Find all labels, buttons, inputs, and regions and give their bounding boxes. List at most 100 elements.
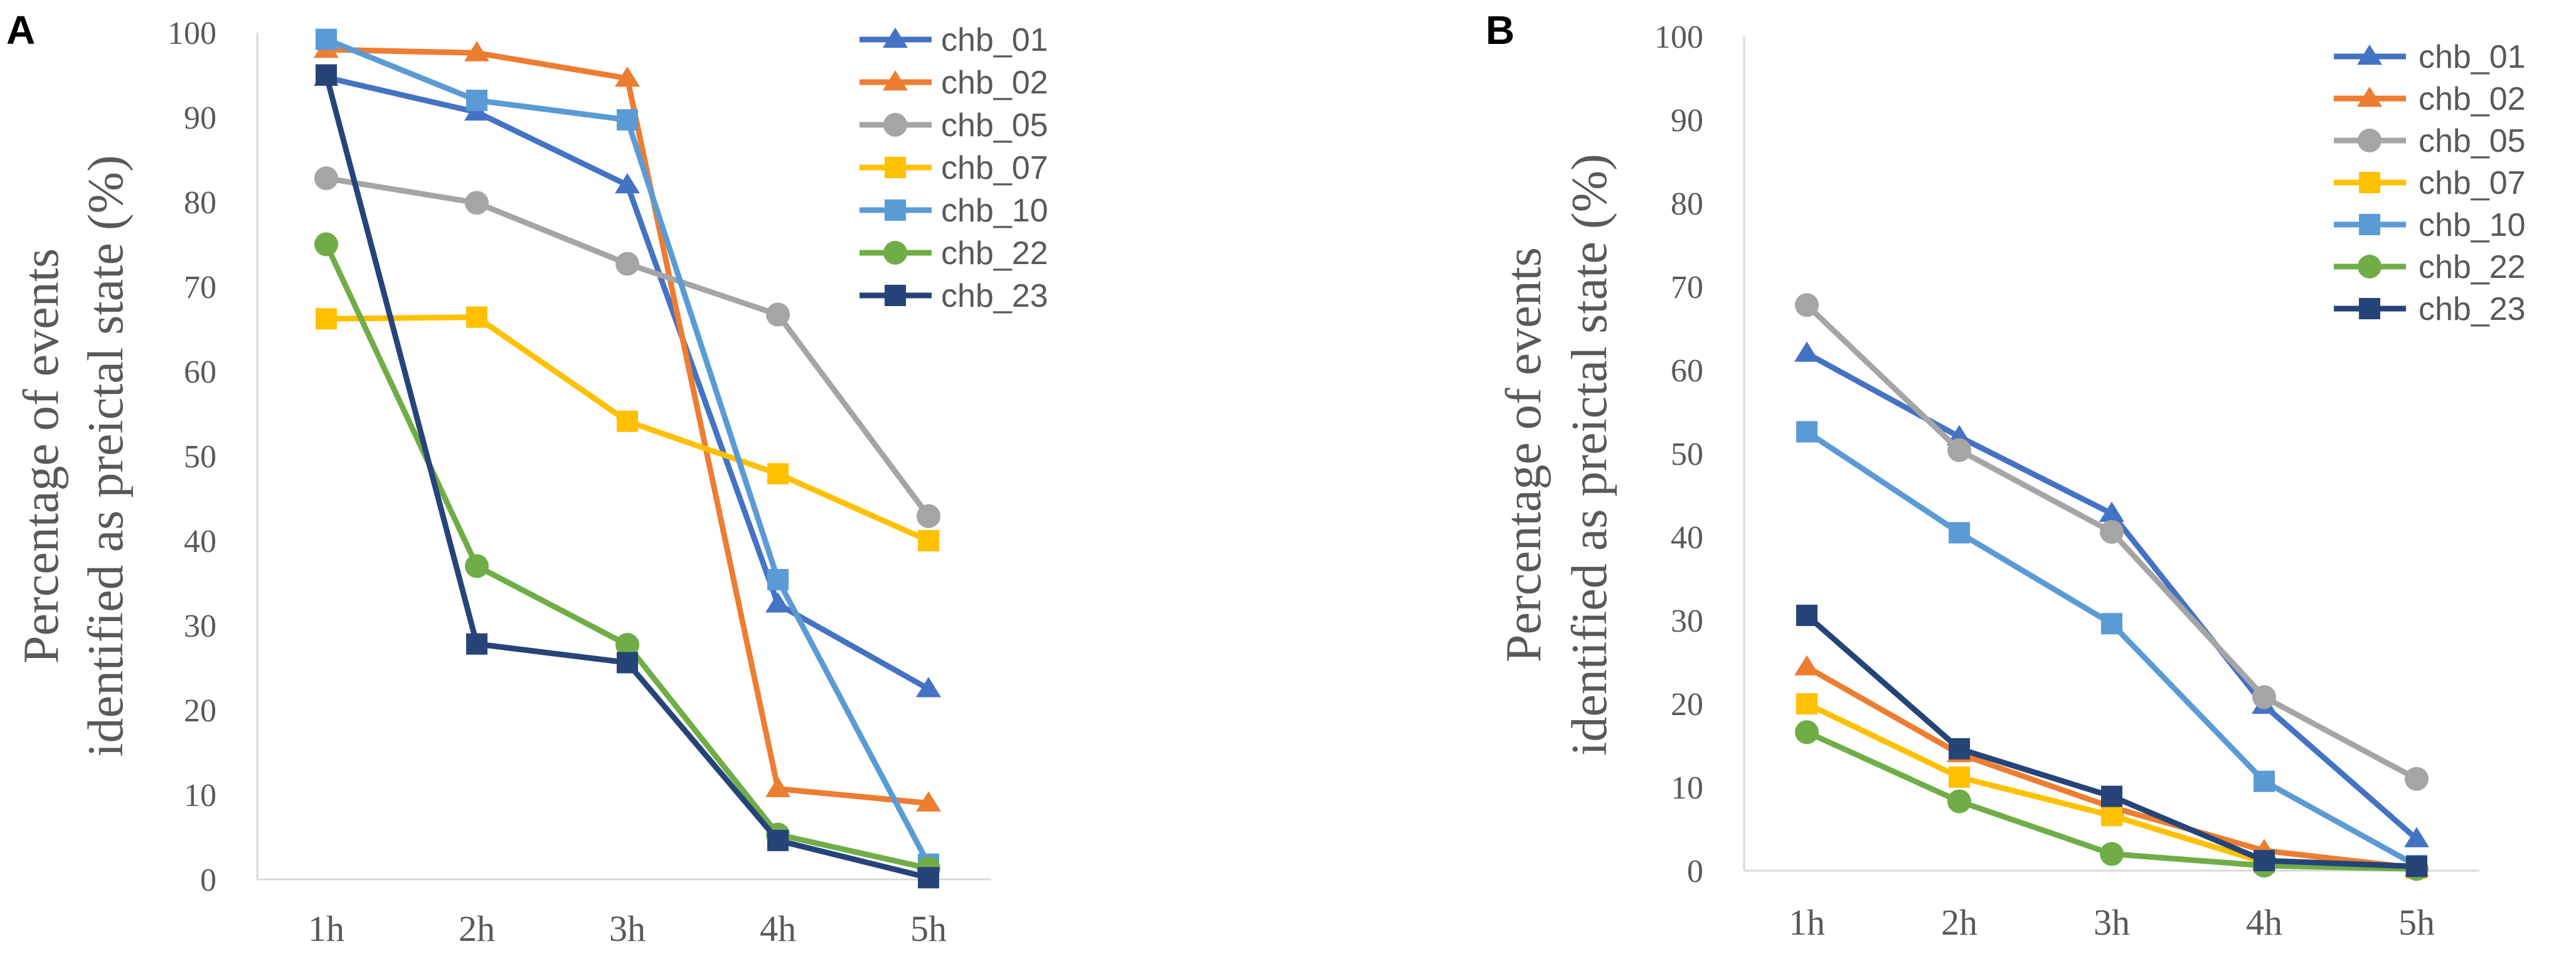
panel-b-point-chb_05 bbox=[1947, 438, 1971, 462]
panel-a-point-chb_02 bbox=[916, 791, 941, 812]
panel-a-y-tick-label: 0 bbox=[200, 862, 216, 898]
panel-b-point-chb_23 bbox=[1796, 605, 1818, 627]
panel-b-legend-marker-chb_02 bbox=[2357, 87, 2382, 107]
panel-a-legend-label-chb_02: chb_02 bbox=[941, 65, 1048, 101]
panel-a-x-tick-label: 3h bbox=[609, 908, 646, 949]
panel-a-y-tick-label: 60 bbox=[184, 354, 216, 390]
panel-a-point-chb_23 bbox=[466, 633, 487, 655]
panel-b-legend-marker-chb_01 bbox=[2357, 45, 2382, 65]
panel-b-legend-label-chb_02: chb_02 bbox=[2419, 81, 2526, 117]
panel-b-point-chb_01 bbox=[1794, 341, 1819, 362]
panel-a-series-line-chb_10 bbox=[323, 36, 932, 867]
panel-a-point-chb_22 bbox=[615, 633, 639, 657]
panel-a-legend-marker-chb_10 bbox=[885, 199, 906, 221]
panel-a-chart: A 0 10 20 30 40 50 60 70 80 90 100 1h 2h 3h 4h 5h Percen… bbox=[6, 8, 1048, 949]
panel-a-legend-label-chb_07: chb_07 bbox=[941, 150, 1048, 186]
panel-a-point-chb_07 bbox=[466, 306, 487, 328]
panel-b-y-tick-label: 10 bbox=[1671, 770, 1703, 806]
panel-b-legend-marker-chb_22 bbox=[2358, 255, 2382, 278]
panel-a-point-chb_22 bbox=[314, 232, 338, 257]
panel-b-point-chb_22 bbox=[2100, 842, 2124, 866]
panel-a-x-tick-label: 2h bbox=[459, 908, 495, 949]
panel-a-legend-marker-chb_07 bbox=[885, 157, 906, 178]
panel-b-point-chb_05 bbox=[2405, 766, 2429, 791]
panel-b-y-tick-label: 70 bbox=[1671, 270, 1703, 305]
panel-b-point-chb_01 bbox=[2404, 827, 2429, 847]
panel-a-legend-marker-chb_02 bbox=[883, 70, 908, 91]
panel-b-y-tick-label: 100 bbox=[1654, 19, 1703, 55]
panel-a-point-chb_23 bbox=[918, 867, 939, 889]
panel-a-legend-label-chb_05: chb_05 bbox=[941, 107, 1048, 144]
panel-b-point-chb_07 bbox=[2101, 805, 2122, 827]
panel-b-y-tick-label: 0 bbox=[1687, 854, 1703, 889]
panel-a-x-tick-label: 1h bbox=[308, 908, 344, 949]
panel-a-point-chb_10 bbox=[767, 569, 789, 591]
panel-a-legend-label-chb_01: chb_01 bbox=[941, 22, 1048, 58]
panel-b-legend-label-chb_05: chb_05 bbox=[2419, 123, 2526, 159]
panel-a-legend-marker-chb_22 bbox=[883, 241, 907, 265]
panel-b-y-tick-label: 40 bbox=[1671, 520, 1703, 556]
panel-a-point-chb_05 bbox=[917, 504, 940, 528]
panel-b-x-tick-label: 2h bbox=[1941, 902, 1977, 943]
panel-b-letter: B bbox=[1486, 8, 1514, 53]
panel-a-series-line-chb_22 bbox=[323, 241, 932, 871]
panel-b-point-chb_23 bbox=[2406, 856, 2427, 878]
panel-a-y-tick-label: 100 bbox=[168, 16, 216, 51]
panel-b-point-chb_10 bbox=[1796, 421, 1818, 443]
panel-a-x-tick-label: 5h bbox=[910, 908, 947, 949]
panel-b-point-chb_23 bbox=[2254, 850, 2275, 872]
panel-a-point-chb_23 bbox=[767, 829, 789, 851]
panel-a-y-axis-label: Percentage of events bbox=[14, 248, 69, 664]
panel-b-point-chb_23 bbox=[2101, 785, 2122, 807]
panel-a-y-tick-label: 40 bbox=[184, 524, 216, 560]
panel-a-x-tick-label: 4h bbox=[760, 908, 796, 949]
panel-a-point-chb_10 bbox=[316, 28, 337, 50]
panel-a-y-tick-label: 70 bbox=[184, 270, 216, 305]
panel-a-point-chb_07 bbox=[767, 463, 789, 485]
panel-b-point-chb_05 bbox=[2100, 520, 2124, 544]
panel-a-point-chb_01 bbox=[765, 592, 790, 613]
panel-b-chart: B 0 10 20 30 40 50 60 70 80 90 100 1h 2h 3h 4h 5h Percen… bbox=[1486, 8, 2526, 943]
panel-b-point-chb_10 bbox=[2101, 613, 2122, 635]
panel-b-point-chb_07 bbox=[1796, 693, 1818, 714]
panel-b-point-chb_05 bbox=[2252, 685, 2276, 709]
panel-b-y-axis-label: identified as preictal state (%) bbox=[1562, 154, 1617, 756]
panel-b-legend-marker-chb_23 bbox=[2359, 298, 2380, 319]
panel-a-y-tick-label: 50 bbox=[184, 439, 216, 475]
panel-a-point-chb_23 bbox=[316, 64, 337, 86]
panel-a-point-chb_10 bbox=[466, 90, 487, 111]
panel-a-point-chb_05 bbox=[465, 191, 489, 215]
panel-a-point-chb_02 bbox=[765, 777, 790, 797]
panel-b-point-chb_02 bbox=[1794, 655, 1819, 676]
panel-b-y-tick-label: 60 bbox=[1671, 353, 1703, 389]
panel-a-point-chb_07 bbox=[617, 410, 638, 432]
panel-a-point-chb_01 bbox=[615, 173, 640, 194]
panel-a-point-chb_22 bbox=[465, 554, 489, 578]
panel-b-point-chb_10 bbox=[1949, 522, 1970, 544]
panel-b-legend-label-chb_22: chb_22 bbox=[2419, 249, 2526, 285]
panel-b-point-chb_05 bbox=[1795, 293, 1819, 317]
panel-a-legend-label-chb_22: chb_22 bbox=[941, 235, 1048, 272]
panel-b-legend-marker-chb_05 bbox=[2358, 129, 2382, 152]
panel-b-y-axis-label: Percentage of events bbox=[1496, 247, 1551, 662]
panel-a-legend-marker-chb_05 bbox=[883, 113, 907, 137]
panel-a-point-chb_05 bbox=[766, 302, 790, 327]
panel-a-point-chb_10 bbox=[617, 109, 638, 131]
panel-a-point-chb_23 bbox=[617, 652, 638, 674]
panel-a-y-tick-label: 30 bbox=[184, 608, 216, 644]
panel-b-point-chb_23 bbox=[1949, 738, 1970, 760]
panel-b-legend-label-chb_01: chb_01 bbox=[2419, 39, 2526, 75]
panel-b-x-tick-label: 4h bbox=[2246, 902, 2282, 943]
panel-b-legend-label-chb_07: chb_07 bbox=[2419, 165, 2526, 201]
panel-a-y-tick-label: 20 bbox=[184, 693, 216, 729]
panel-a-point-chb_02 bbox=[464, 41, 489, 61]
panel-b-y-tick-label: 50 bbox=[1671, 437, 1703, 472]
panel-b-point-chb_22 bbox=[1947, 789, 1971, 814]
panel-b-series-line-chb_01 bbox=[1804, 350, 2420, 842]
panel-b-x-tick-label: 5h bbox=[2398, 902, 2435, 943]
panel-b-series-line-chb_23 bbox=[1804, 612, 2420, 869]
panel-a-point-chb_05 bbox=[314, 166, 338, 191]
panel-a-point-chb_01 bbox=[916, 677, 941, 698]
panel-a-point-chb_07 bbox=[918, 530, 939, 551]
